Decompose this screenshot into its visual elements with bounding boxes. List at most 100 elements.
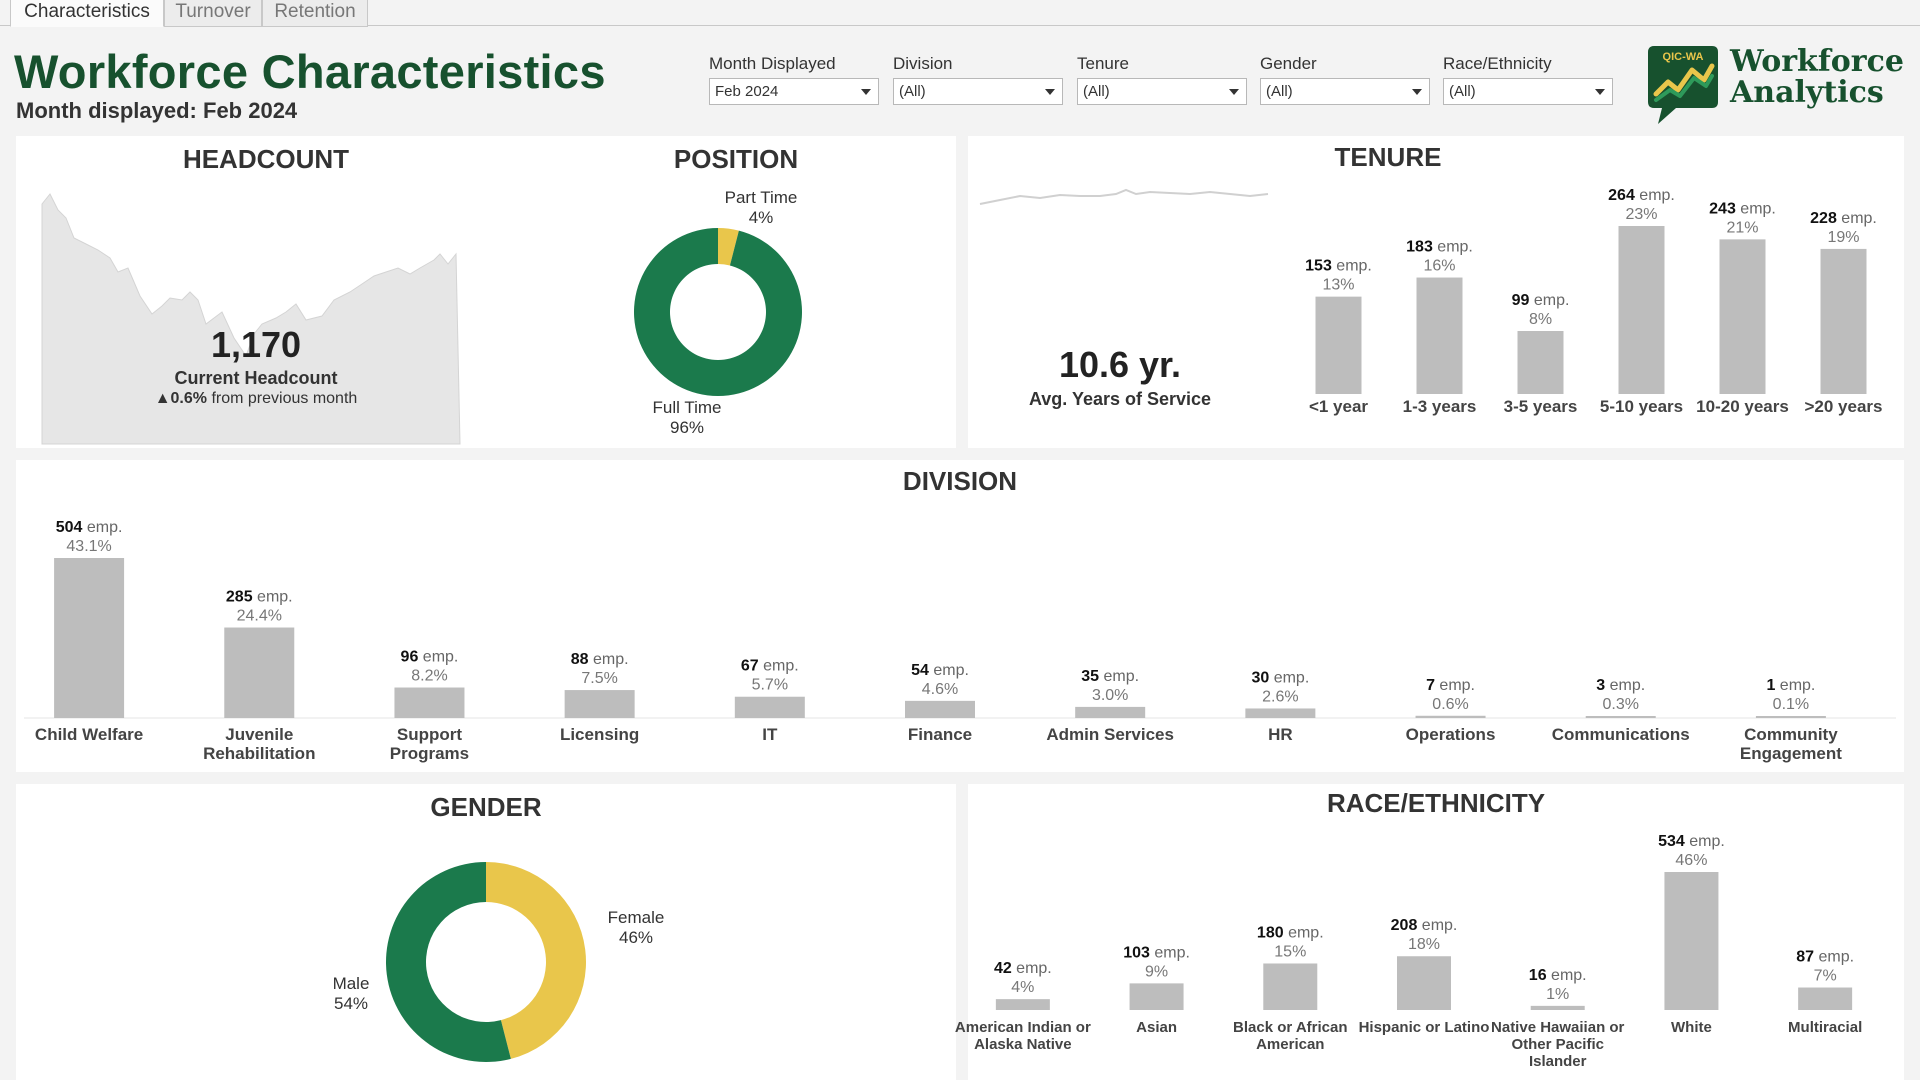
category-label: Finance	[908, 725, 972, 744]
bar-1[interactable]	[1129, 983, 1184, 1010]
gender-donut	[386, 862, 586, 1062]
bar-value-label: 54 emp.	[911, 662, 969, 679]
tab-retention[interactable]: Retention	[262, 0, 368, 27]
bar-value-label: 67 emp.	[741, 658, 799, 675]
headcount-value: 1,170	[210, 324, 302, 365]
bar-value-label: 180 emp.	[1257, 924, 1324, 941]
bar-percent-label: 46%	[1675, 852, 1707, 869]
full-time-slice[interactable]	[634, 228, 802, 396]
division-title: DIVISION	[902, 466, 1018, 496]
bar-6[interactable]	[1075, 706, 1146, 718]
gender-panel: GENDER Female 46% Male 54%	[16, 784, 956, 1080]
position-title: POSITION	[673, 144, 799, 174]
category-label: Support Programs	[390, 725, 469, 763]
bar-percent-label: 24.4%	[237, 608, 282, 625]
brand-name: Workforce Analytics	[1730, 46, 1904, 108]
filter-tenure: Tenure (All)	[1077, 54, 1247, 105]
bar-percent-label: 0.3%	[1602, 696, 1638, 713]
bar-value-label: 183 emp.	[1406, 239, 1473, 256]
filter-division-select[interactable]: (All)	[893, 78, 1063, 105]
bar-4[interactable]	[734, 696, 805, 718]
bar-0[interactable]	[995, 999, 1050, 1010]
bar-percent-label: 0.1%	[1773, 696, 1809, 713]
bar-percent-label: 5.7%	[752, 677, 788, 694]
bar-value-label: 35 emp.	[1081, 668, 1139, 685]
category-label: Juvenile Rehabilitation	[203, 725, 315, 763]
headcount-label: Current Headcount	[174, 368, 338, 388]
filter-month-select[interactable]: Feb 2024	[709, 78, 879, 105]
bar-2[interactable]	[394, 687, 465, 718]
bar-percent-label: 1%	[1546, 986, 1569, 1003]
bar-value-label: 228 emp.	[1810, 210, 1877, 227]
filter-race-select[interactable]: (All)	[1443, 78, 1613, 105]
filter-race-label: Race/Ethnicity	[1443, 54, 1552, 73]
bar-value-label: 103 emp.	[1123, 944, 1190, 961]
filter-gender-value: (All)	[1266, 83, 1293, 100]
bar-3[interactable]	[1618, 226, 1665, 394]
bar-percent-label: 3.0%	[1092, 687, 1128, 704]
bar-value-label: 504 emp.	[56, 519, 123, 536]
bar-3[interactable]	[564, 690, 635, 718]
bar-percent-label: 13%	[1322, 277, 1354, 294]
bar-0[interactable]	[1315, 296, 1362, 394]
bar-8[interactable]	[1415, 715, 1486, 718]
bar-0[interactable]	[54, 558, 125, 718]
chevron-down-icon	[1045, 89, 1055, 95]
tenure-bar-chart: 153 emp. 13% <1 year 183 emp. 16% 1-3 years 99…	[1305, 187, 1883, 416]
bar-4[interactable]	[1719, 239, 1766, 394]
bar-9[interactable]	[1585, 716, 1656, 718]
part-time-label: Part Time	[724, 188, 798, 207]
bar-1[interactable]	[1416, 277, 1463, 394]
tenure-avg-label: Avg. Years of Service	[1028, 389, 1212, 409]
bar-value-label: 285 emp.	[226, 589, 293, 606]
tab-turnover[interactable]: Turnover	[164, 0, 262, 27]
chevron-down-icon	[861, 89, 871, 95]
bar-7[interactable]	[1245, 708, 1316, 718]
filter-gender-select[interactable]: (All)	[1260, 78, 1430, 105]
bar-percent-label: 0.6%	[1432, 696, 1468, 713]
bar-3[interactable]	[1397, 956, 1451, 1010]
bar-2[interactable]	[1517, 331, 1564, 394]
gender-title: GENDER	[430, 792, 542, 822]
bar-5[interactable]	[1664, 872, 1719, 1010]
bar-5[interactable]	[1820, 248, 1867, 394]
tab-characteristics[interactable]: Characteristics	[10, 0, 164, 27]
bar-percent-label: 8.2%	[411, 668, 447, 685]
category-label: Hispanic or Latino	[1359, 1019, 1490, 1036]
bar-5[interactable]	[905, 700, 975, 718]
page-subtitle: Month displayed: Feb 2024	[16, 98, 298, 123]
bar-percent-label: 19%	[1827, 229, 1859, 246]
filter-tenure-select[interactable]: (All)	[1077, 78, 1247, 105]
bar-value-label: 264 emp.	[1608, 187, 1675, 204]
brand-logo-icon: QIC-WA	[1648, 46, 1718, 124]
part-time-pct: 4%	[748, 208, 774, 227]
bar-percent-label: 4.6%	[922, 681, 958, 698]
category-label: >20 years	[1805, 397, 1883, 416]
filter-division-label: Division	[893, 54, 953, 73]
bar-value-label: 1 emp.	[1766, 677, 1815, 694]
position-donut	[634, 228, 802, 396]
category-label: Multiracial	[1788, 1019, 1862, 1036]
race-panel: RACE/ETHNICITY 42 emp. 4% American Indian …	[955, 784, 1904, 1080]
position-full-time-label: Full Time 96%	[622, 398, 752, 438]
bar-percent-label: 43.1%	[66, 538, 111, 555]
part-time-slice[interactable]	[718, 228, 739, 266]
tab-bar: Characteristics Turnover Retention	[0, 0, 1920, 27]
female-pct: 46%	[618, 928, 654, 947]
female-slice[interactable]	[486, 862, 586, 1059]
category-label: Child Welfare	[35, 725, 143, 744]
full-time-label: Full Time	[652, 398, 722, 417]
bar-value-label: 99 emp.	[1512, 292, 1570, 309]
male-slice[interactable]	[386, 862, 511, 1062]
bar-1[interactable]	[224, 627, 295, 718]
headcount-change-text: from previous month	[211, 390, 358, 407]
change-arrow-icon: ▲	[154, 390, 171, 407]
bar-10[interactable]	[1755, 716, 1826, 718]
filter-race-value: (All)	[1449, 83, 1476, 100]
category-label: <1 year	[1309, 397, 1368, 416]
bar-4[interactable]	[1530, 1005, 1585, 1010]
category-label: 5-10 years	[1600, 397, 1683, 416]
bar-6[interactable]	[1798, 987, 1853, 1010]
bar-value-label: 243 emp.	[1709, 200, 1776, 217]
bar-2[interactable]	[1263, 963, 1318, 1010]
